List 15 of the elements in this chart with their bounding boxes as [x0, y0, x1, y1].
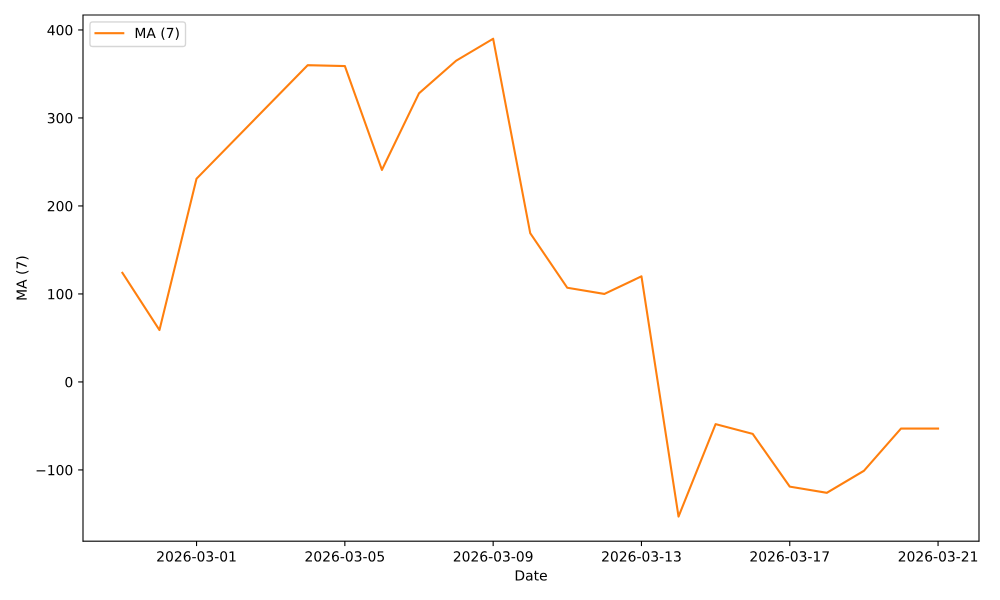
x-tick-label: 2026-03-01 [157, 551, 236, 562]
x-tick-label: 2026-03-05 [306, 551, 384, 562]
y-tick-label: 200 [48, 200, 72, 212]
x-tick-label: 2026-03-09 [454, 551, 533, 562]
y-tick-label: 100 [48, 288, 72, 300]
x-tick-label: 2026-03-17 [750, 551, 829, 562]
y-tick-label: −100 [36, 464, 72, 476]
x-tick-label: 2026-03-13 [602, 551, 681, 562]
y-tick-label: 0 [65, 376, 72, 388]
x-axis-title: Date [516, 570, 547, 581]
y-axis-title: MA (7) [16, 256, 29, 300]
x-tick-label: 2026-03-21 [898, 551, 978, 562]
y-tick-label: 300 [48, 112, 72, 124]
y-tick-label: 400 [47, 24, 72, 36]
legend-label: MA (7) [136, 28, 179, 40]
